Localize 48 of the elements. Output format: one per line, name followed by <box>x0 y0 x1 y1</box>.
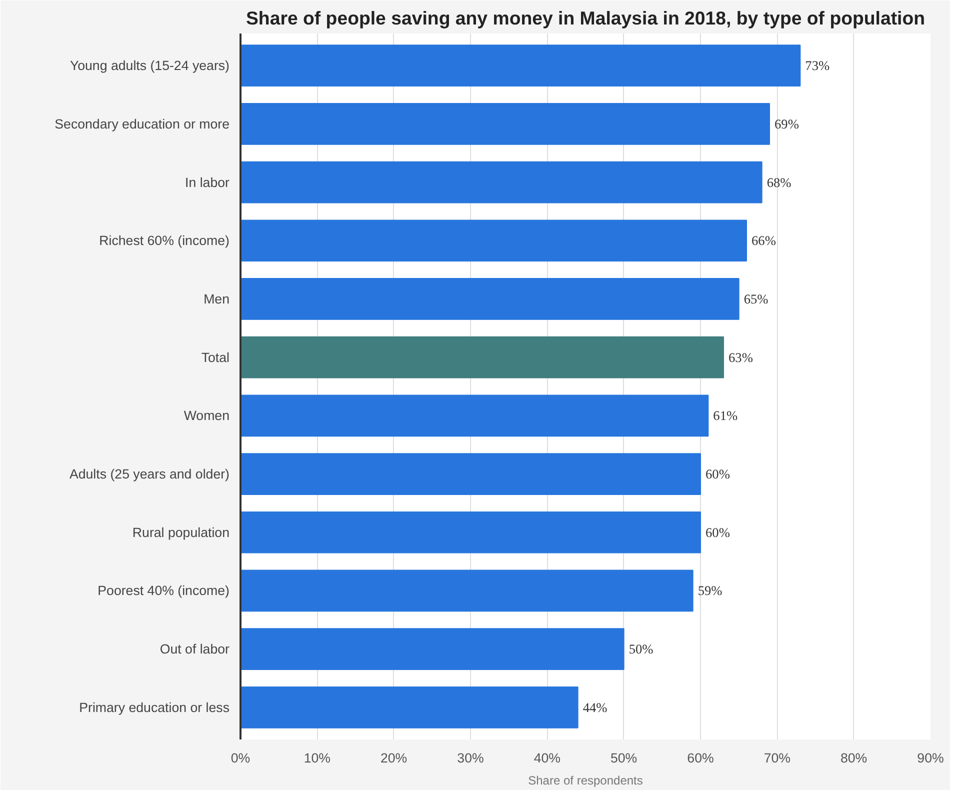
y-tick-label: Secondary education or more <box>54 116 230 132</box>
data-label: 61% <box>713 408 738 424</box>
data-label: 60% <box>706 524 730 540</box>
x-tick-label: 70% <box>764 750 791 766</box>
x-tick-label: 90% <box>917 750 944 766</box>
bar <box>240 628 624 670</box>
data-label: 50% <box>628 642 654 657</box>
y-tick-label: Total <box>201 350 230 365</box>
bar <box>240 570 694 612</box>
bar <box>240 686 578 728</box>
bar <box>240 278 740 320</box>
x-tick-label: 20% <box>380 750 408 766</box>
chart-title: Share of people saving any money in Malaysia in 2018, by type of population <box>246 8 926 28</box>
bar <box>240 161 762 204</box>
x-tick-label: 0% <box>230 750 250 766</box>
y-tick-label: In labor <box>185 174 230 190</box>
y-tick-label: Adults (25 years and older) <box>69 466 230 482</box>
data-label: 60% <box>706 466 730 482</box>
bar <box>240 453 701 495</box>
x-axis-title: Share of respondents <box>528 774 643 788</box>
y-tick-label: Women <box>184 408 230 424</box>
data-label: 69% <box>774 116 799 132</box>
bar <box>240 336 724 378</box>
data-label: 73% <box>805 58 830 74</box>
x-tick-label: 30% <box>457 750 484 766</box>
x-tick-label: 80% <box>840 750 868 766</box>
x-tick-label: 40% <box>534 750 561 766</box>
data-label: 66% <box>752 233 776 248</box>
y-tick-label: Poorest 40% (income) <box>98 583 230 598</box>
bar <box>240 103 770 145</box>
data-label: 68% <box>766 174 792 190</box>
y-tick-label: Richest 60% (income) <box>99 233 230 248</box>
y-tick-label: Young adults (15-24 years) <box>70 58 230 74</box>
data-label: 44% <box>582 700 608 715</box>
x-tick-label: 60% <box>687 750 714 766</box>
data-label: 63% <box>728 350 753 365</box>
data-label: 59% <box>698 583 722 598</box>
bar <box>240 220 747 262</box>
data-label: 65% <box>744 291 768 306</box>
y-tick-label: Out of labor <box>160 642 230 657</box>
x-tick-label: 50% <box>610 750 638 766</box>
bar <box>240 394 709 437</box>
y-tick-label: Men <box>204 291 230 306</box>
y-tick-label: Rural population <box>132 524 230 540</box>
bar <box>240 511 701 554</box>
bar <box>240 44 801 87</box>
y-tick-label: Primary education or less <box>79 700 230 715</box>
x-tick-label: 10% <box>304 750 331 766</box>
